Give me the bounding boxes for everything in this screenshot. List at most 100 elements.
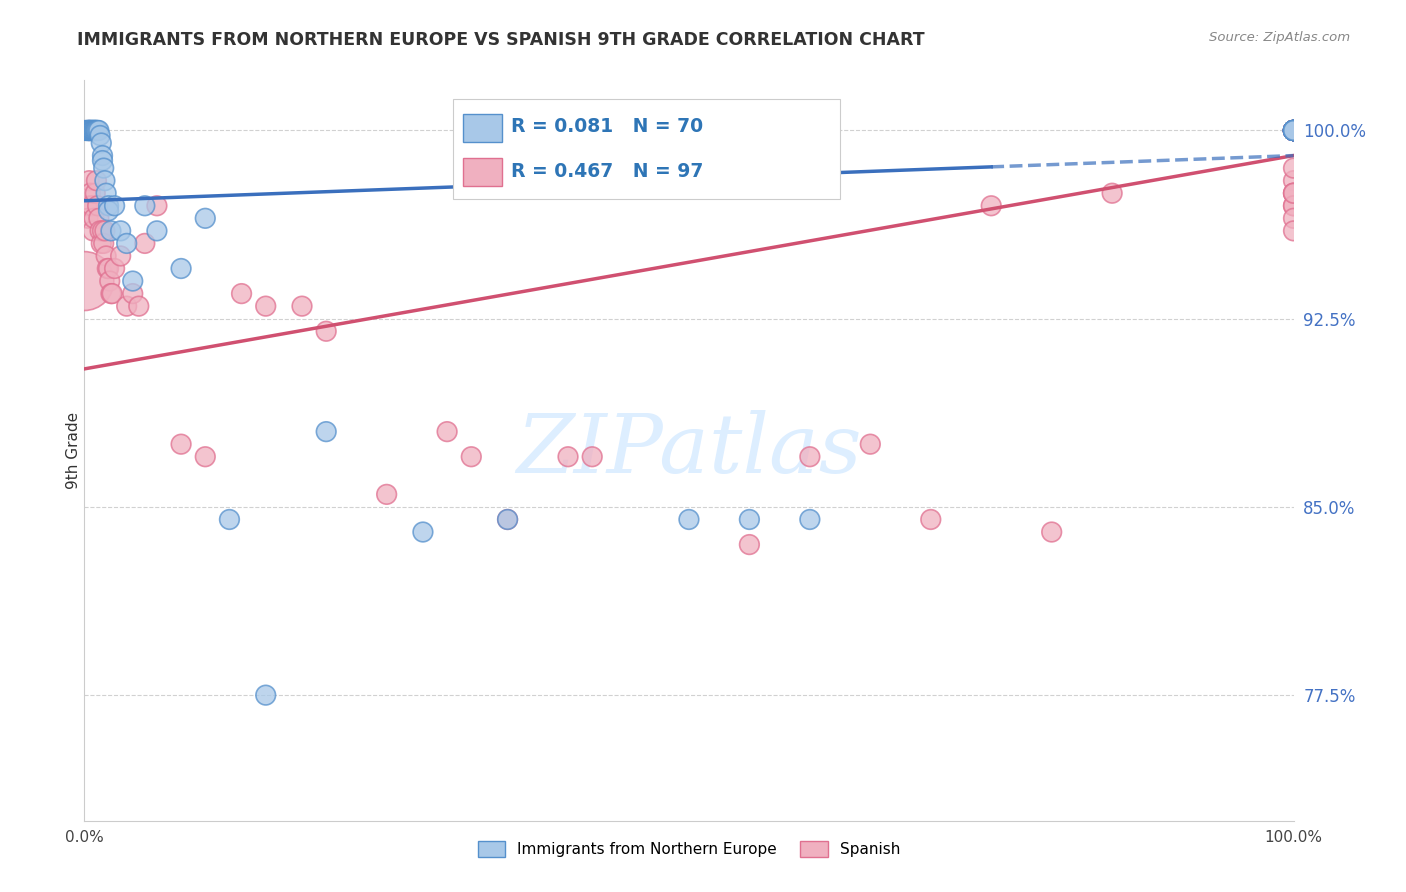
Point xyxy=(1282,123,1305,137)
Point xyxy=(1282,123,1305,137)
Legend: Immigrants from Northern Europe, Spanish: Immigrants from Northern Europe, Spanish xyxy=(478,841,900,857)
Point xyxy=(1282,123,1305,137)
Point xyxy=(146,199,169,213)
Text: R = 0.081   N = 70: R = 0.081 N = 70 xyxy=(512,118,703,136)
Point xyxy=(1282,123,1305,137)
Bar xyxy=(463,113,502,142)
Point xyxy=(1282,199,1305,213)
Point xyxy=(1282,123,1305,137)
Point xyxy=(83,211,105,226)
Point xyxy=(97,199,120,213)
Point xyxy=(1282,123,1305,137)
Point xyxy=(98,274,121,288)
Point xyxy=(1282,123,1305,137)
Point xyxy=(84,123,107,137)
Point xyxy=(1282,123,1305,137)
Point xyxy=(91,148,114,162)
Point xyxy=(678,512,700,526)
Text: R = 0.467   N = 97: R = 0.467 N = 97 xyxy=(512,161,703,181)
Point xyxy=(121,286,143,301)
Point xyxy=(1282,186,1305,201)
Text: IMMIGRANTS FROM NORTHERN EUROPE VS SPANISH 9TH GRADE CORRELATION CHART: IMMIGRANTS FROM NORTHERN EUROPE VS SPANI… xyxy=(77,31,925,49)
Point xyxy=(1282,123,1305,137)
Point xyxy=(170,261,193,276)
Point xyxy=(1040,524,1063,539)
Point xyxy=(1282,123,1305,137)
Point xyxy=(79,123,101,137)
Point xyxy=(97,203,120,218)
Point xyxy=(84,186,107,201)
Point xyxy=(77,123,100,137)
Point xyxy=(1282,123,1305,137)
Point xyxy=(89,224,111,238)
Point xyxy=(375,487,398,501)
Point xyxy=(1282,123,1305,137)
Point xyxy=(1282,186,1305,201)
Point xyxy=(980,199,1002,213)
Point xyxy=(1282,186,1305,201)
Point xyxy=(76,123,98,137)
Point xyxy=(1282,123,1305,137)
Point xyxy=(1282,199,1305,213)
Point xyxy=(738,512,761,526)
Point xyxy=(77,123,100,137)
Point xyxy=(1282,123,1305,137)
Point xyxy=(1282,123,1305,137)
Point xyxy=(1282,123,1305,137)
Point xyxy=(76,199,98,213)
Point xyxy=(1282,123,1305,137)
Point xyxy=(77,123,100,137)
Point xyxy=(94,224,117,238)
Point xyxy=(1282,123,1305,137)
Point xyxy=(73,274,96,288)
Point xyxy=(86,123,108,137)
Point xyxy=(1282,123,1305,137)
Point xyxy=(1282,123,1305,137)
Point xyxy=(83,123,105,137)
Point xyxy=(1282,123,1305,137)
Point xyxy=(1282,123,1305,137)
Point xyxy=(90,136,112,150)
Point xyxy=(1282,123,1305,137)
Point xyxy=(1282,123,1305,137)
Point xyxy=(100,224,122,238)
Point xyxy=(1282,123,1305,137)
Point xyxy=(1282,123,1305,137)
Point xyxy=(134,199,156,213)
Point xyxy=(1282,123,1305,137)
Point xyxy=(115,299,138,313)
Point xyxy=(82,224,104,238)
Point xyxy=(1282,123,1305,137)
Point xyxy=(82,123,104,137)
Point xyxy=(1282,123,1305,137)
Point xyxy=(1282,123,1305,137)
Point xyxy=(104,199,127,213)
Point xyxy=(218,512,240,526)
Point xyxy=(80,123,103,137)
Point xyxy=(91,153,114,168)
Point xyxy=(412,524,434,539)
Point xyxy=(1282,123,1305,137)
Point xyxy=(436,425,458,439)
Point xyxy=(80,123,103,137)
Point xyxy=(77,211,100,226)
Point xyxy=(77,123,100,137)
Point xyxy=(1282,123,1305,137)
Point xyxy=(110,249,132,263)
Point xyxy=(87,211,110,226)
Point xyxy=(859,437,882,451)
Point xyxy=(146,224,169,238)
Point xyxy=(128,299,150,313)
Point xyxy=(1282,123,1305,137)
Point xyxy=(1282,123,1305,137)
Point xyxy=(1282,123,1305,137)
Point xyxy=(110,224,132,238)
Point xyxy=(170,437,193,451)
Point xyxy=(91,224,114,238)
Point xyxy=(738,538,761,552)
Point xyxy=(920,512,942,526)
Point xyxy=(79,123,101,137)
Point xyxy=(100,286,122,301)
Point xyxy=(1282,123,1305,137)
Point xyxy=(254,299,277,313)
